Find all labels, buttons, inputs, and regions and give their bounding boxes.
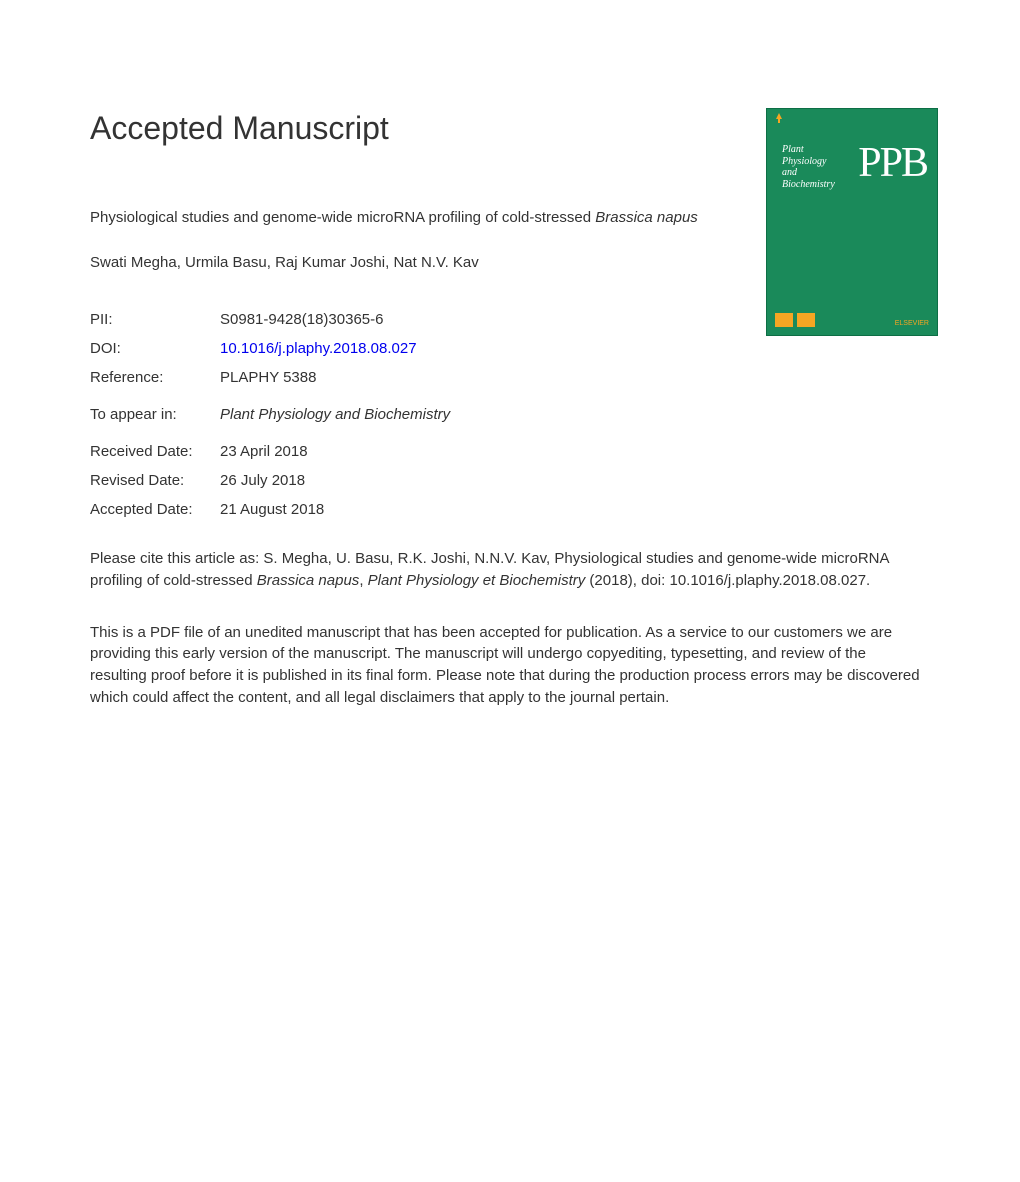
meta-label: Revised Date: — [90, 472, 220, 489]
meta-label: To appear in: — [90, 406, 220, 423]
meta-label: Reference: — [90, 369, 220, 386]
meta-value: PLAPHY 5388 — [220, 369, 316, 386]
cover-top-bar — [767, 109, 937, 127]
citation-block: Please cite this article as: S. Megha, U… — [90, 548, 910, 592]
doi-link[interactable]: 10.1016/j.plaphy.2018.08.027 — [220, 340, 417, 357]
meta-row-doi: DOI: 10.1016/j.plaphy.2018.08.027 — [90, 340, 940, 357]
article-title: Physiological studies and genome-wide mi… — [90, 207, 730, 228]
meta-value: 23 April 2018 — [220, 443, 308, 460]
meta-label: DOI: — [90, 340, 220, 357]
meta-row-revised: Revised Date: 26 July 2018 — [90, 472, 940, 489]
journal-cover-thumbnail: Plant Physiology and Biochemistry PPB EL… — [766, 108, 938, 336]
cover-badge-icon — [797, 313, 815, 327]
meta-row-appear: To appear in: Plant Physiology and Bioch… — [90, 406, 940, 423]
citation-text: (2018), doi: 10.1016/j.plaphy.2018.08.02… — [585, 572, 870, 589]
meta-label: Received Date: — [90, 443, 220, 460]
cover-title-line: Biochemistry — [782, 179, 835, 191]
cover-title-line: Physiology — [782, 156, 835, 168]
meta-label: Accepted Date: — [90, 501, 220, 518]
metadata-table: PII: S0981-9428(18)30365-6 DOI: 10.1016/… — [90, 311, 940, 518]
meta-value-journal: Plant Physiology and Biochemistry — [220, 406, 450, 423]
manuscript-page: Accepted Manuscript Plant Physiology and… — [0, 0, 1020, 769]
cover-title-line: Plant — [782, 144, 835, 156]
article-title-species: Brassica napus — [595, 209, 698, 226]
citation-text: , — [359, 572, 367, 589]
citation-journal: Plant Physiology et Biochemistry — [368, 572, 586, 589]
cover-title-line: and — [782, 167, 835, 179]
meta-value: 26 July 2018 — [220, 472, 305, 489]
meta-row-received: Received Date: 23 April 2018 — [90, 443, 940, 460]
spacer — [90, 435, 940, 443]
spacer — [90, 398, 940, 406]
meta-value: 21 August 2018 — [220, 501, 324, 518]
meta-row-reference: Reference: PLAPHY 5388 — [90, 369, 940, 386]
publisher-tree-icon — [773, 112, 785, 124]
cover-abbrev: PPB — [858, 139, 927, 187]
cover-journal-title: Plant Physiology and Biochemistry — [782, 144, 835, 190]
meta-row-accepted: Accepted Date: 21 August 2018 — [90, 501, 940, 518]
citation-species: Brassica napus — [257, 572, 360, 589]
cover-badges — [775, 313, 815, 327]
meta-label: PII: — [90, 311, 220, 328]
cover-publisher-name: ELSEVIER — [895, 320, 929, 327]
article-title-plain: Physiological studies and genome-wide mi… — [90, 209, 595, 226]
cover-badge-icon — [775, 313, 793, 327]
disclaimer-text: This is a PDF file of an unedited manusc… — [90, 622, 920, 709]
meta-value: S0981-9428(18)30365-6 — [220, 311, 383, 328]
